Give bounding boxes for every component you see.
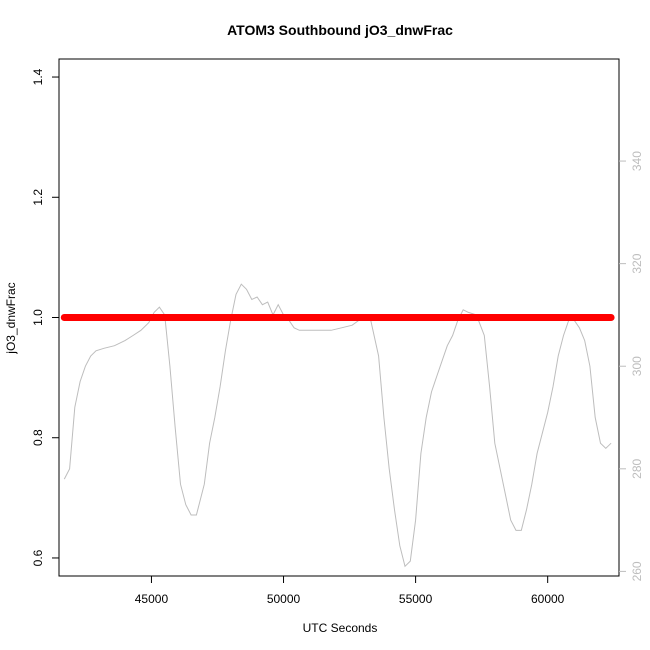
- chart-title: ATOM3 Southbound jO3_dnwFrac: [227, 22, 453, 38]
- y-tick-label: 1.4: [31, 68, 45, 85]
- axis-layer: 45000 50000 55000 60000 0.6 0.8 1.0 1.2 1.4 260 28…: [31, 68, 644, 606]
- x-tick-label: 60000: [531, 592, 565, 606]
- x-tick-label: 55000: [399, 592, 433, 606]
- y-tick-label: 1.0: [31, 309, 45, 326]
- y2-tick-label: 340: [630, 151, 644, 171]
- y-tick-label: 0.8: [31, 429, 45, 446]
- secondary-series-line: [63, 283, 612, 568]
- series-layer: [60, 283, 615, 568]
- x-tick-label: 45000: [135, 592, 169, 606]
- y2-tick-label: 280: [630, 458, 644, 478]
- y2-tick-label: 320: [630, 253, 644, 273]
- y2-tick-label: 300: [630, 356, 644, 376]
- y-tick-label: 1.2: [31, 189, 45, 206]
- y-tick-label: 0.6: [31, 549, 45, 566]
- x-tick-label: 50000: [267, 592, 301, 606]
- y-axis-label: jO3_dnwFrac: [4, 282, 18, 354]
- x-axis-label: UTC Seconds: [303, 621, 378, 635]
- y2-tick-label: 260: [630, 561, 644, 581]
